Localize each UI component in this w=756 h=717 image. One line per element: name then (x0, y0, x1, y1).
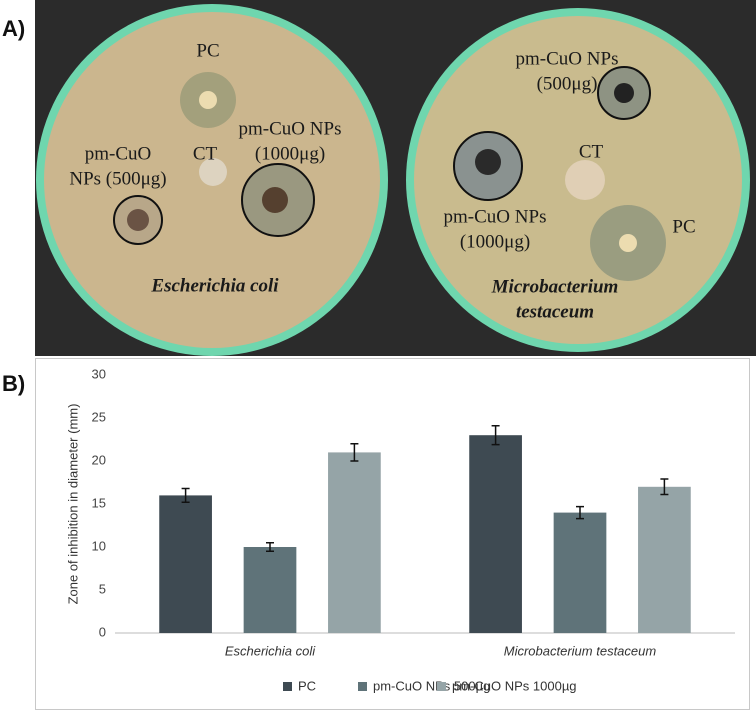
error-bar (660, 478, 669, 496)
legend-label: PC (298, 678, 316, 693)
panel-label: A) (2, 16, 25, 41)
disc (262, 187, 288, 213)
y-tick-label: 5 (99, 581, 106, 596)
disc (127, 209, 149, 231)
bar (159, 495, 212, 633)
bar (243, 547, 297, 633)
disc (619, 234, 637, 252)
error-bar (181, 487, 190, 504)
disc (199, 91, 217, 109)
error-bar (266, 541, 274, 553)
legend-label: pm-CuO NPs 1000µg (452, 678, 577, 693)
y-tick-label: 0 (99, 624, 106, 639)
bar (328, 452, 381, 633)
photo-label: pm-CuO NPs (444, 206, 547, 227)
photo-label: (1000μg) (255, 143, 325, 164)
bar (638, 486, 691, 633)
bar (553, 512, 607, 633)
x-tick-label: Escherichia coli (225, 643, 316, 658)
disc (614, 83, 634, 103)
photo-label: NPs (500μg) (69, 168, 166, 189)
bar (469, 435, 522, 633)
panel-label: B) (2, 371, 25, 396)
chart-frame (35, 358, 750, 710)
y-tick-label: 20 (92, 452, 106, 467)
photo-label: pm-CuO NPs (239, 118, 342, 139)
y-tick-label: 30 (92, 366, 106, 381)
x-tick-label: Microbacterium testaceum (504, 643, 657, 658)
y-tick-label: 15 (92, 495, 106, 510)
legend-swatch (358, 682, 367, 691)
photo-label: (1000μg) (460, 231, 530, 252)
photo-label: Escherichia coli (150, 275, 279, 296)
photo-label: Microbacterium (491, 276, 619, 297)
disc (565, 160, 605, 200)
photo-label: CT (193, 143, 218, 164)
photo-label: testaceum (516, 301, 594, 322)
y-tick-label: 10 (92, 538, 106, 553)
photo-label: PC (196, 40, 219, 61)
error-bar (350, 443, 359, 462)
disc (199, 158, 227, 186)
error-bar (491, 424, 500, 446)
photo-label: CT (579, 141, 604, 162)
disc (475, 149, 501, 175)
photo-label: (500μg) (537, 73, 598, 94)
legend-label: pm-CuO NPs 500µg (373, 678, 490, 693)
error-bar (576, 505, 584, 520)
legend-swatch (283, 682, 292, 691)
legend-swatch (437, 682, 446, 691)
photo-label: pm-CuO NPs (516, 48, 619, 69)
y-tick-label: 25 (92, 409, 106, 424)
photo-label: PC (672, 216, 695, 237)
photo-label: pm-CuO (85, 143, 152, 164)
y-axis-title: Zone of inhibition in diameter (mm) (65, 404, 80, 605)
